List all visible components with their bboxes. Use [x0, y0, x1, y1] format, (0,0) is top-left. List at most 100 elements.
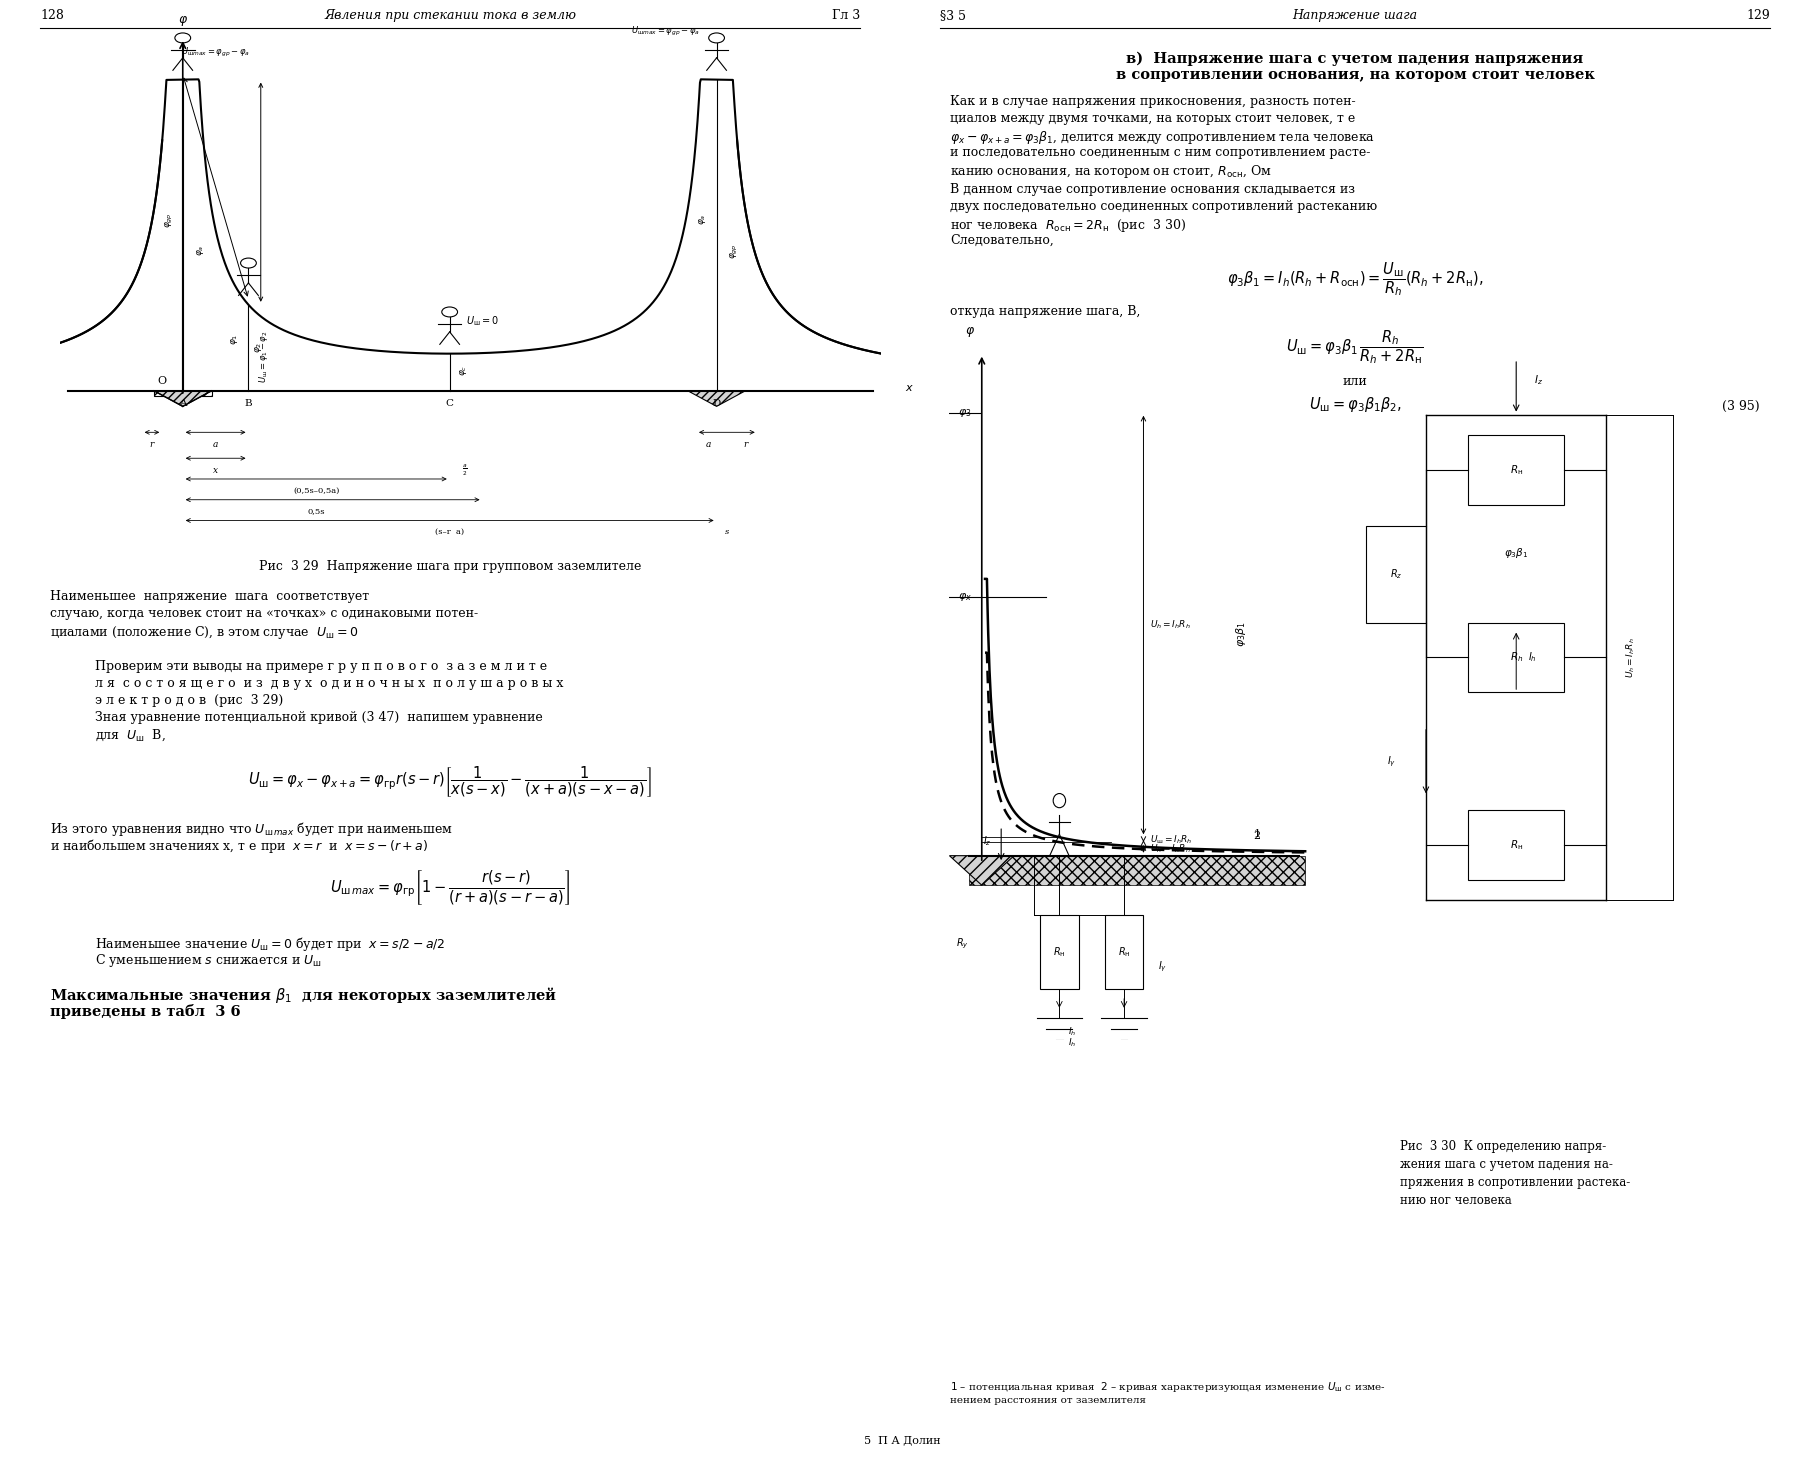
Text: Наименьшее значение $U_\text{ш}=0$ будет при  $x = s/2 - a/2$: Наименьшее значение $U_\text{ш}=0$ будет…	[96, 935, 446, 953]
Text: $1$ – потенциальная кривая  $2$ – кривая характеризующая изменение $U_\text{ш}$ : $1$ – потенциальная кривая $2$ – кривая …	[949, 1381, 1386, 1394]
Text: Рис  3 29  Напряжение шага при групповом заземлителе: Рис 3 29 Напряжение шага при групповом з…	[258, 560, 641, 573]
Bar	[1467, 622, 1565, 693]
Text: В данном случае сопротивление основания складывается из: В данном случае сопротивление основания …	[949, 183, 1356, 196]
Text: $U_{\text{ш}} = \varphi_x - \varphi_{x+a} = \varphi_{\text{гр}}r(s-r)\left[\dfra: $U_{\text{ш}} = \varphi_x - \varphi_{x+a…	[247, 766, 652, 801]
Text: $\varphi_3$: $\varphi_3$	[958, 406, 973, 419]
Text: $\varphi_2$: $\varphi_2$	[253, 342, 264, 354]
Text: циалами (положение C), в этом случае  $U_\text{ш}=0$: циалами (положение C), в этом случае $U_…	[51, 624, 357, 641]
Text: $U_h=I_hR_h$: $U_h=I_hR_h$	[1624, 637, 1637, 678]
Text: для  $U_\text{ш}$  В,: для $U_\text{ш}$ В,	[96, 728, 166, 744]
Text: $\varphi$: $\varphi$	[966, 324, 975, 339]
Text: $\varphi_x - \varphi_{x+a} = \varphi_3\beta_1$, делится между сопротивлением тел: $\varphi_x - \varphi_{x+a} = \varphi_3\b…	[949, 129, 1375, 146]
Text: 2: 2	[1253, 831, 1260, 840]
Text: Гл 3: Гл 3	[832, 9, 859, 22]
Text: $R_\text{н}$: $R_\text{н}$	[1509, 839, 1523, 852]
Text: $R_\text{н}$: $R_\text{н}$	[1117, 945, 1130, 958]
Text: $U_\text{ш} = I_h R_h$: $U_\text{ш} = I_h R_h$	[1150, 833, 1193, 846]
Text: $R_y$: $R_y$	[957, 937, 969, 951]
Text: $R_\text{н}$: $R_\text{н}$	[1509, 463, 1523, 476]
Text: $\frac{a}{2}$: $\frac{a}{2}$	[462, 463, 467, 478]
Text: (s–r  a): (s–r a)	[435, 529, 464, 536]
Text: a: a	[213, 440, 218, 449]
Text: D: D	[713, 399, 720, 408]
Text: $R_z$: $R_z$	[1390, 567, 1402, 581]
Text: $U_{\text{ш}\,max} = \varphi_{\text{гр}}\left[1 - \dfrac{r(s-r)}{(r+a)(s-r-a)}\r: $U_{\text{ш}\,max} = \varphi_{\text{гр}}…	[330, 868, 570, 907]
Text: 0,5s: 0,5s	[307, 507, 325, 516]
Text: (3 95): (3 95)	[1722, 400, 1760, 413]
Polygon shape	[153, 392, 211, 396]
Text: приведены в табл  3 6: приведены в табл 3 6	[51, 1004, 240, 1018]
Text: откуда напряжение шага, В,: откуда напряжение шага, В,	[949, 305, 1141, 318]
Text: $\varphi_a$: $\varphi_a$	[195, 245, 206, 257]
Text: $U_{\text{ш}max}=\varphi_{gp}-\varphi_a$: $U_{\text{ш}max}=\varphi_{gp}-\varphi_a$	[180, 45, 251, 58]
Text: С уменьшением $s$ снижается и $U_\text{ш}$: С уменьшением $s$ снижается и $U_\text{ш…	[96, 953, 321, 969]
Text: $U_\text{ш} = \varphi_3\beta_1\beta_2,$: $U_\text{ш} = \varphi_3\beta_1\beta_2,$	[1309, 394, 1401, 413]
Text: C: C	[446, 399, 453, 408]
Text: $U_h = I_h R_h$: $U_h = I_h R_h$	[1150, 619, 1191, 631]
Text: циалов между двумя точками, на которых стоит человек, т е: циалов между двумя точками, на которых с…	[949, 112, 1356, 126]
Text: r: r	[150, 440, 153, 449]
Text: Явления при стекании тока в землю: Явления при стекании тока в землю	[325, 9, 576, 22]
Bar	[1040, 915, 1079, 989]
Text: A: A	[179, 399, 186, 408]
Bar	[1467, 809, 1565, 880]
Text: $U_\text{ш} = \varphi_3\beta_1\,\dfrac{R_h}{R_h + 2R_\text{н}}$: $U_\text{ш} = \varphi_3\beta_1\,\dfrac{R…	[1287, 329, 1424, 365]
Text: 129: 129	[1745, 9, 1771, 22]
Text: $\varphi_1$: $\varphi_1$	[229, 333, 240, 345]
Polygon shape	[949, 856, 1014, 885]
Text: Из этого уравнения видно что $U_{\text{ш}\,max}$ будет при наименьшем: Из этого уравнения видно что $U_{\text{ш…	[51, 820, 453, 839]
Text: $U_h = I_h R_h$: $U_h = I_h R_h$	[1150, 843, 1191, 855]
Text: $I_h$: $I_h$	[1529, 650, 1536, 665]
Text: 128: 128	[40, 9, 63, 22]
Bar	[1467, 435, 1565, 506]
Text: 5  П А Долин: 5 П А Долин	[863, 1435, 940, 1445]
Text: $I_h$: $I_h$	[1069, 1036, 1076, 1049]
Text: $\varphi_3\beta_1$: $\varphi_3\beta_1$	[1504, 546, 1529, 561]
Bar	[1105, 915, 1144, 989]
Text: и последовательно соединенным с ним сопротивлением расте-: и последовательно соединенным с ним сопр…	[949, 146, 1370, 159]
Text: $\varphi_{gp}$: $\varphi_{gp}$	[164, 212, 175, 228]
Text: $\varphi_3\beta_1 = I_h(R_h + R_{\text{осн}}) = \dfrac{U_\text{ш}}{R_h}(R_h + 2R: $\varphi_3\beta_1 = I_h(R_h + R_{\text{о…	[1227, 260, 1484, 298]
Text: в)  Напряжение шага с учетом падения напряжения: в) Напряжение шага с учетом падения напр…	[1126, 53, 1583, 66]
Text: a: a	[706, 440, 711, 449]
Text: $\varphi_{gp}$: $\varphi_{gp}$	[729, 243, 740, 259]
Text: и наибольшем значениях х, т е при  $x = r$  и  $x = s - (r + a)$: и наибольшем значениях х, т е при $x = r…	[51, 837, 428, 855]
Text: $I_\gamma$: $I_\gamma$	[1386, 754, 1395, 768]
Text: r: r	[744, 440, 747, 449]
Text: $x$: $x$	[906, 383, 915, 393]
Text: (0,5s–0,5a): (0,5s–0,5a)	[292, 487, 339, 495]
Text: Рис  3 30  К определению напря-
жения шага с учетом падения на-
пряжения в сопро: Рис 3 30 К определению напря- жения шага…	[1401, 1140, 1630, 1207]
Text: или: или	[1343, 375, 1368, 389]
Text: Как и в случае напряжения прикосновения, разность потен-: Как и в случае напряжения прикосновения,…	[949, 95, 1356, 108]
Text: O: O	[157, 375, 166, 386]
Text: Максимальные значения $\beta_1$  для некоторых заземлителей: Максимальные значения $\beta_1$ для неко…	[51, 985, 558, 1005]
Text: $U_{\text{ш}max}=\varphi_{gp}-\varphi_a$: $U_{\text{ш}max}=\varphi_{gp}-\varphi_a$	[632, 25, 700, 38]
Text: B: B	[245, 399, 253, 408]
Text: $\varphi_a$: $\varphi_a$	[697, 213, 708, 225]
Text: $\varphi$: $\varphi$	[177, 13, 188, 28]
Text: Проверим эти выводы на примере г р у п п о в о г о  з а з е м л и т е: Проверим эти выводы на примере г р у п п…	[96, 660, 547, 674]
Text: Зная уравнение потенциальной кривой (3 47)  напишем уравнение: Зная уравнение потенциальной кривой (3 4…	[96, 712, 543, 725]
Text: x: x	[213, 466, 218, 475]
Text: $\varphi_c$: $\varphi_c$	[458, 365, 469, 375]
Text: канию основания, на котором он стоит, $R_{\text{осн}}$, Ом: канию основания, на котором он стоит, $R…	[949, 164, 1273, 180]
Text: $I_z$: $I_z$	[1534, 373, 1543, 387]
Text: $I_h$: $I_h$	[1069, 1026, 1076, 1037]
Text: ног человека  $R_{\text{осн}} = 2R_\text{н}$  (рис  3 30): ног человека $R_{\text{осн}} = 2R_\text{…	[949, 218, 1186, 234]
Text: $U_\text{ш}=0$: $U_\text{ш}=0$	[466, 314, 500, 327]
Bar	[969, 856, 1305, 885]
Text: нением расстояния от заземлителя: нением расстояния от заземлителя	[949, 1397, 1146, 1405]
Text: $R_\text{н}$: $R_\text{н}$	[1052, 945, 1065, 958]
Text: в сопротивлении основания, на котором стоит человек: в сопротивлении основания, на котором ст…	[1115, 69, 1594, 82]
Text: $\varphi_3\beta_1$: $\varphi_3\beta_1$	[1235, 621, 1247, 647]
Text: э л е к т р о д о в  (рис  3 29): э л е к т р о д о в (рис 3 29)	[96, 694, 283, 707]
Text: Напряжение шага: Напряжение шага	[1292, 9, 1417, 22]
Text: $U_\text{ш}=\varphi_1-\varphi_2$: $U_\text{ш}=\varphi_1-\varphi_2$	[256, 330, 269, 383]
Text: $R_h$: $R_h$	[1509, 650, 1523, 665]
Bar	[1366, 526, 1426, 622]
Text: Следовательно,: Следовательно,	[949, 234, 1054, 247]
Polygon shape	[153, 392, 211, 406]
Text: случаю, когда человек стоит на «точках» с одинаковыми потен-: случаю, когда человек стоит на «точках» …	[51, 606, 478, 619]
Polygon shape	[688, 392, 745, 406]
Text: $\varphi_x$: $\varphi_x$	[958, 592, 973, 603]
